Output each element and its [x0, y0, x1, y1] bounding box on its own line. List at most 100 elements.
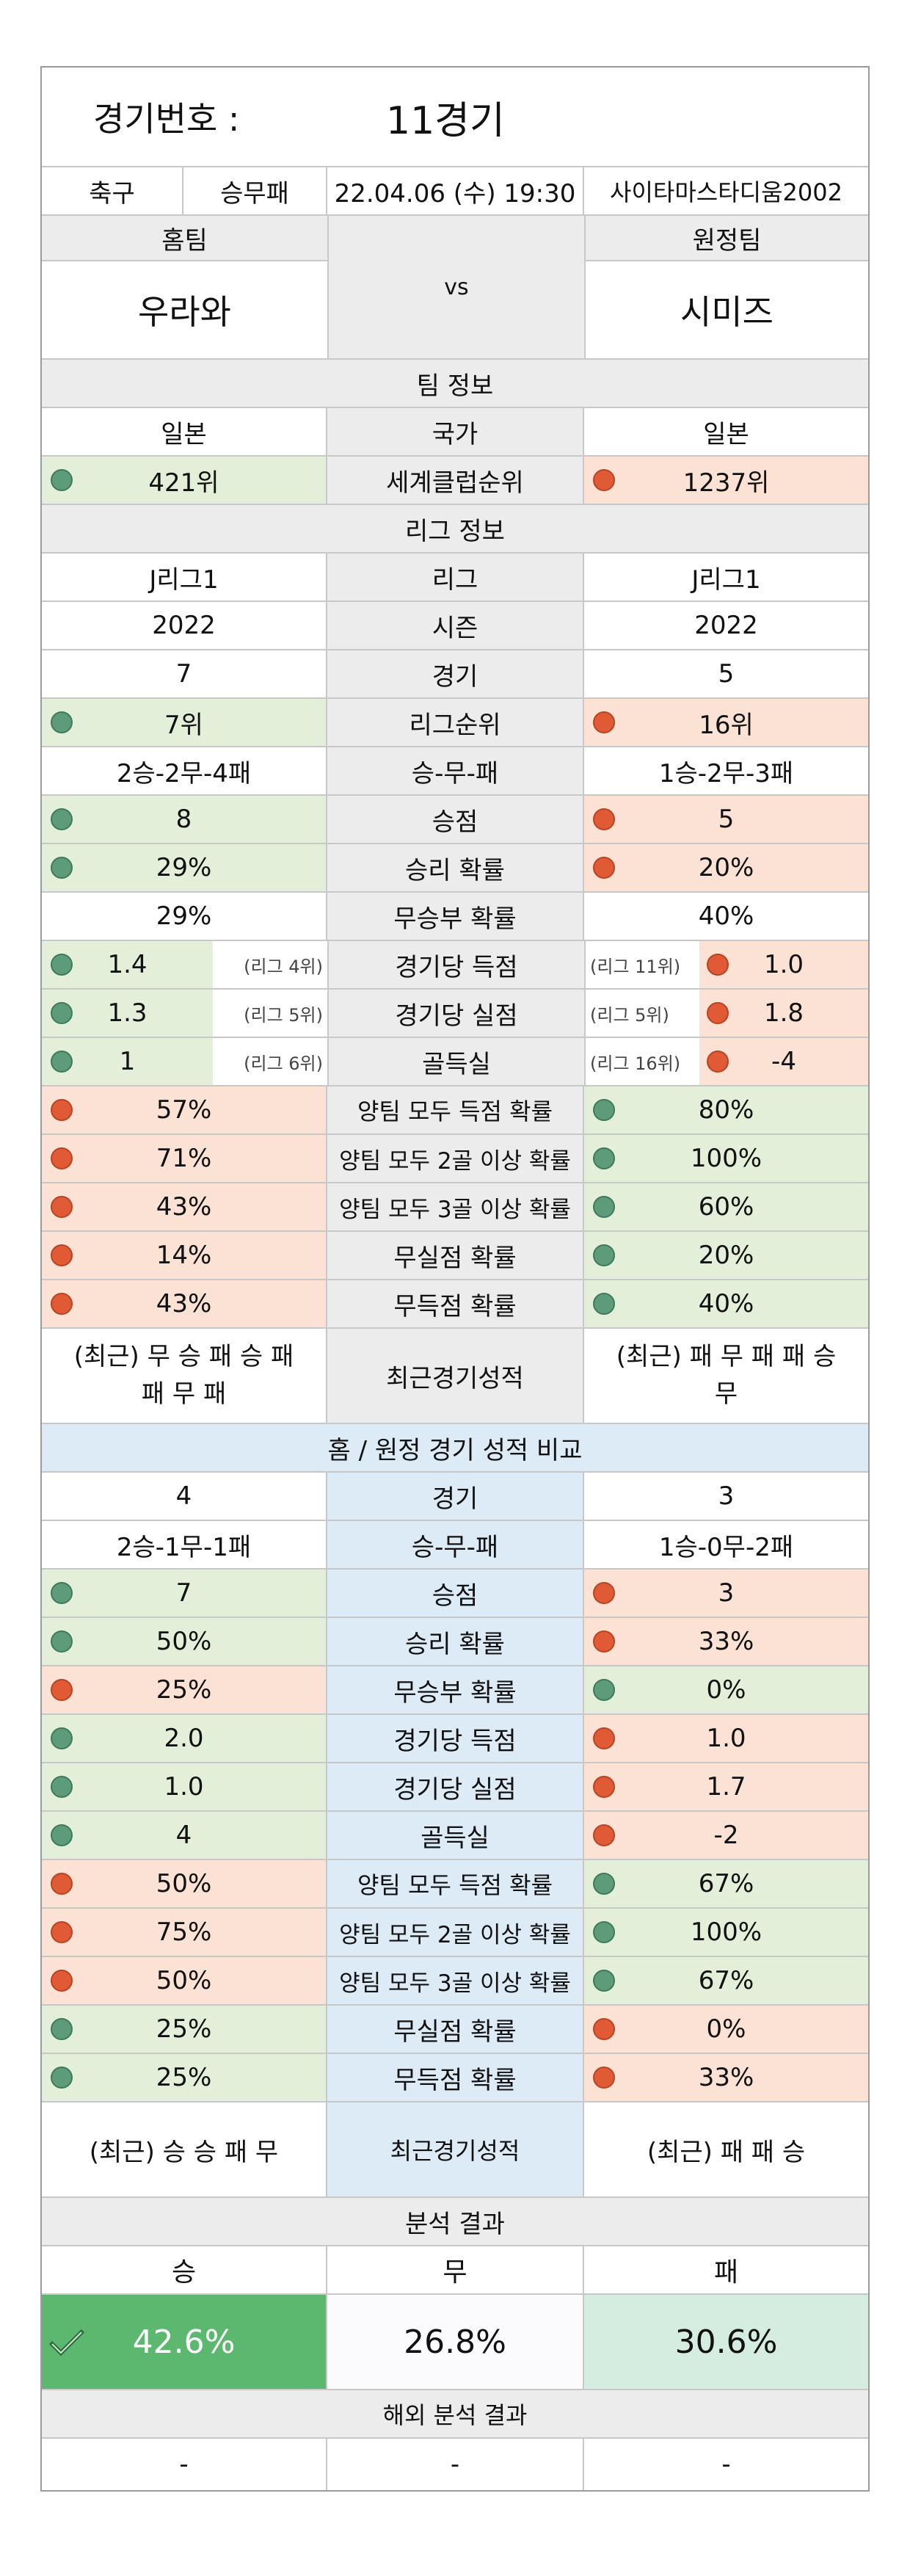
away-league-rank: 16위: [584, 699, 868, 746]
home-team-label: 홈팀: [42, 216, 327, 261]
red-dot-icon: [707, 1002, 729, 1024]
season-label: 시즌: [327, 602, 584, 649]
home-away-title-row: 홈 / 원정 경기 성적 비교: [42, 1424, 868, 1473]
ha-away-no-goal: 33%: [584, 2054, 868, 2101]
red-dot-icon: [593, 2067, 615, 2089]
checkmark-icon: [48, 2329, 85, 2357]
home-win-prob: 29%: [42, 844, 327, 891]
analysis-values-row: 42.6% 26.8% 30.6%: [42, 2295, 868, 2390]
ha-games-label: 경기: [327, 1473, 584, 1520]
home-recent-form: (최근) 무 승 패 승 패 패 무 패: [42, 1329, 327, 1423]
ha-away-conceded: 1.7: [584, 1763, 868, 1810]
green-dot-icon: [51, 808, 73, 830]
both-3plus-row: 43% 양팀 모두 3골 이상 확률 60%: [42, 1183, 868, 1232]
away-no-goal: 40%: [584, 1280, 868, 1327]
btts-row: 57% 양팀 모두 득점 확률 80%: [42, 1086, 868, 1135]
match-header: 경기번호 : 11경기: [42, 68, 868, 167]
ha-away-win-prob: 33%: [584, 1618, 868, 1665]
red-dot-icon: [593, 2018, 615, 2040]
ha-away-draw-prob: 0%: [584, 1666, 868, 1713]
teams-block: 홈팀 우라와 vs 원정팀 시미즈: [42, 216, 868, 360]
home-season: 2022: [42, 602, 327, 649]
match-meta: 축구 승무패 22.04.06 (수) 19:30 사이타마스타디움2002: [42, 167, 868, 216]
loss-label: 패: [713, 2257, 739, 2287]
ha-wdl-label: 승-무-패: [327, 1521, 584, 1568]
overseas-values-row: - - -: [42, 2439, 868, 2490]
green-dot-icon: [593, 1293, 615, 1315]
away-recent-form: (최근) 패 무 패 패 승 무: [616, 1342, 837, 1409]
win-value: 42.6%: [132, 2323, 236, 2361]
team-info-title: 팀 정보: [416, 371, 494, 401]
red-dot-icon: [593, 711, 615, 733]
team-info-title-row: 팀 정보: [42, 360, 868, 408]
home-both-3plus: 43%: [42, 1183, 327, 1230]
draw-prob-label: 무승부 확률: [327, 893, 584, 940]
away-both-2plus: 100%: [584, 1135, 868, 1182]
green-dot-icon: [593, 1244, 615, 1266]
ha-draw-prob-row: 25% 무승부 확률 0%: [42, 1666, 868, 1715]
home-conceded-rank: (리그 5위): [244, 1004, 323, 1026]
red-dot-icon: [593, 469, 615, 491]
recent-form-label: 최근경기성적: [327, 1329, 584, 1423]
bet-type: 승무패: [183, 167, 327, 214]
match-label: 경기번호 :: [93, 99, 240, 139]
green-dot-icon: [51, 1582, 73, 1604]
ha-away-clean-sheet: 0%: [584, 2006, 868, 2053]
green-dot-icon: [51, 2067, 73, 2089]
green-dot-icon: [593, 1679, 615, 1701]
away-clean-sheet: 20%: [584, 1232, 868, 1279]
season-row: 2022 시즌 2022: [42, 602, 868, 650]
both-2plus-label: 양팀 모두 2골 이상 확률: [327, 1135, 584, 1182]
ha-home-wdl: 2승-1무-1패: [42, 1521, 327, 1568]
ha-goal-diff-row: 4 골득실 -2: [42, 1812, 868, 1860]
ha-away-wdl: 1승-0무-2패: [658, 1532, 794, 1562]
league-info-title: 리그 정보: [405, 516, 505, 546]
conceded-per-game-label: 경기당 실점: [329, 990, 586, 1037]
away-team-label: 원정팀: [586, 216, 868, 261]
no-goal-label: 무득점 확률: [327, 1280, 584, 1327]
draw-prob-row: 29% 무승부 확률 40%: [42, 893, 868, 941]
red-dot-icon: [707, 1051, 729, 1073]
wdl-row: 2승-2무-4패 승-무-패 1승-2무-3패: [42, 747, 868, 796]
away-win-prob: 20%: [584, 844, 868, 891]
ha-clean-sheet-row: 25% 무실점 확률 0%: [42, 2006, 868, 2054]
analysis-sheet: 경기번호 : 11경기 축구 승무패 22.04.06 (수) 19:30 사이…: [40, 66, 870, 2492]
home-club-rank: 421위: [42, 457, 327, 504]
home-away-title: 홈 / 원정 경기 성적 비교: [327, 1435, 583, 1465]
red-dot-icon: [707, 954, 729, 976]
match-datetime: 22.04.06 (수) 19:30: [327, 167, 584, 214]
home-draw-prob: 29%: [42, 893, 327, 940]
league-info-title-row: 리그 정보: [42, 505, 868, 554]
win-label: 승: [42, 2246, 327, 2293]
home-wdl: 2승-2무-4패: [42, 747, 327, 794]
analysis-title-row: 분석 결과: [42, 2198, 868, 2246]
ha-goal-diff-label: 골득실: [327, 1812, 584, 1859]
goal-diff-row: 1 (리그 6위) 골득실 (리그 16위) -4: [42, 1038, 868, 1086]
ha-home-both-2plus: 75%: [42, 1909, 327, 1956]
analysis-labels-row: 승 무 패: [42, 2246, 868, 2295]
win-prob-row: 29% 승리 확률 20%: [42, 844, 868, 893]
overseas-title-row: 해외 분석 결과: [42, 2390, 868, 2439]
home-conceded-per-game: 1.3: [42, 990, 213, 1037]
green-dot-icon: [51, 1051, 73, 1073]
ha-home-games: 4: [42, 1473, 327, 1520]
ha-goals-label: 경기당 득점: [327, 1715, 584, 1762]
ha-home-clean-sheet: 25%: [42, 2006, 327, 2053]
league-row: J리그1 리그 J리그1: [42, 554, 868, 602]
red-dot-icon: [593, 1776, 615, 1798]
ha-conceded-row: 1.0 경기당 실점 1.7: [42, 1763, 868, 1812]
venue: 사이타마스타디움2002: [610, 178, 842, 206]
ha-home-both-3plus: 50%: [42, 1957, 327, 2004]
ha-home-goal-diff: 4: [42, 1812, 327, 1859]
ha-away-both-2plus: 100%: [584, 1909, 868, 1956]
ha-games-row: 4 경기 3: [42, 1473, 868, 1521]
red-dot-icon: [593, 1630, 615, 1652]
ha-away-btts: 67%: [584, 1860, 868, 1907]
draw-value: 26.8%: [327, 2295, 584, 2389]
ha-wdl-row: 2승-1무-1패 승-무-패 1승-0무-2패: [42, 1521, 868, 1570]
clean-sheet-row: 14% 무실점 확률 20%: [42, 1232, 868, 1280]
green-dot-icon: [51, 1824, 73, 1846]
green-dot-icon: [51, 1776, 73, 1798]
ha-both-2plus-row: 75% 양팀 모두 2골 이상 확률 100%: [42, 1909, 868, 1957]
sport: 축구: [42, 167, 183, 214]
